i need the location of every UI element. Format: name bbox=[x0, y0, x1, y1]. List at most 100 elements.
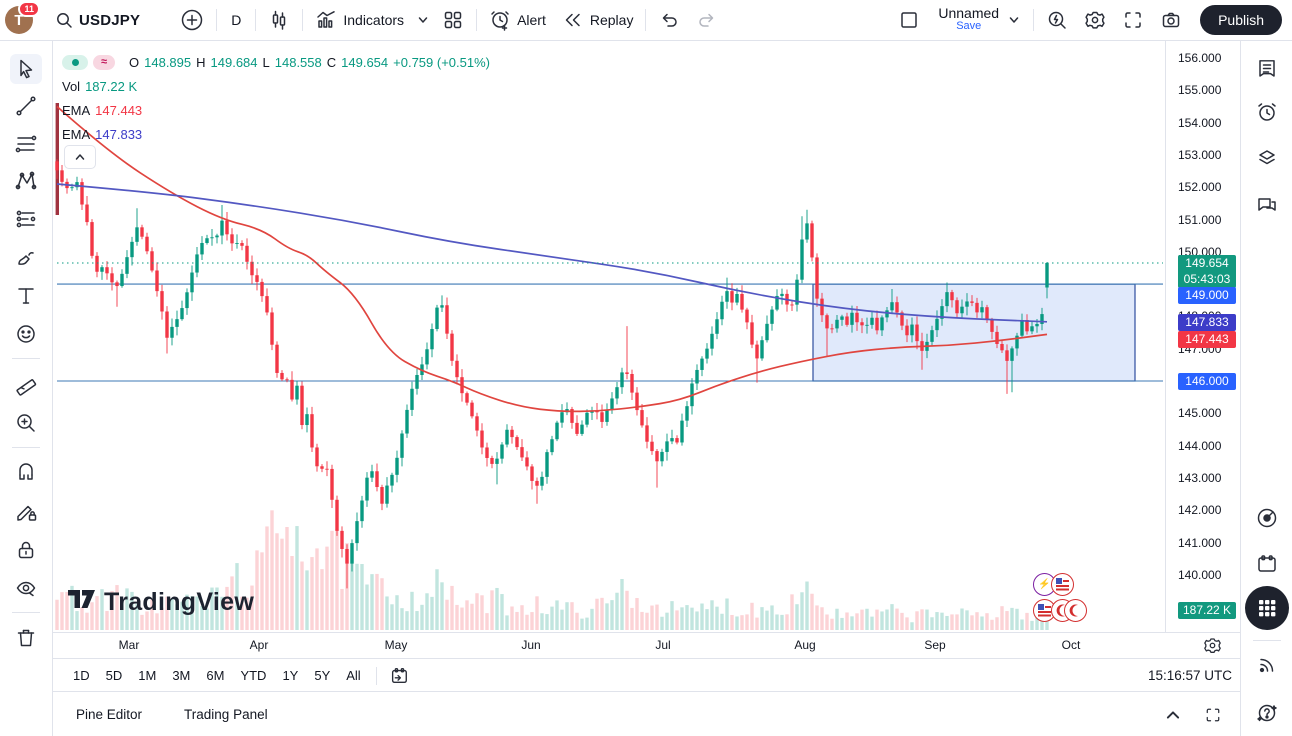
save-link[interactable]: Save bbox=[956, 20, 982, 32]
symbol-search-button[interactable]: USDJPY bbox=[47, 5, 148, 35]
go-to-date-icon bbox=[391, 667, 407, 683]
indicators-button[interactable]: Indicators bbox=[307, 5, 412, 35]
ideas-stream-button[interactable] bbox=[1255, 653, 1279, 677]
layout-templates-button[interactable] bbox=[434, 5, 472, 35]
range-button-1D[interactable]: 1D bbox=[73, 668, 90, 683]
undo-button[interactable] bbox=[650, 5, 688, 35]
drawing-mode-tool[interactable] bbox=[14, 500, 38, 524]
brush-tool[interactable] bbox=[14, 246, 38, 270]
range-button-All[interactable]: All bbox=[346, 668, 361, 683]
tab-trading-panel[interactable]: Trading Panel bbox=[184, 707, 268, 722]
time-axis-month: Sep bbox=[924, 638, 946, 652]
event-icon-economic[interactable]: ⚡ bbox=[1033, 573, 1056, 596]
forecast-position-icon bbox=[16, 210, 36, 228]
redo-icon bbox=[699, 13, 714, 27]
help-icon bbox=[1257, 704, 1277, 722]
date-range-toolbar: 1D 5D 1M 3M 6M YTD 1Y 5Y All 15:16:57 UTC bbox=[52, 658, 1240, 692]
text-tool[interactable] bbox=[14, 284, 38, 308]
clock-utc[interactable]: 15:16:57 UTC bbox=[1147, 668, 1232, 683]
apps-grid-icon bbox=[1259, 600, 1276, 617]
bottom-panel: Pine Editor Trading Panel bbox=[52, 691, 1240, 736]
top-toolbar: T 11 USDJPY D Indicators bbox=[0, 0, 1292, 41]
object-tree-button[interactable] bbox=[1255, 146, 1279, 170]
event-icon-jp[interactable] bbox=[1064, 599, 1087, 622]
calendar-button[interactable] bbox=[1255, 552, 1279, 576]
watchlist-button[interactable] bbox=[1255, 57, 1279, 81]
market-status-pill[interactable] bbox=[62, 54, 88, 70]
go-to-date-button[interactable] bbox=[385, 664, 413, 688]
quick-search-button[interactable] bbox=[1038, 5, 1076, 35]
event-icon-us-flag[interactable] bbox=[1051, 573, 1074, 596]
range-button-6M[interactable]: 6M bbox=[206, 668, 225, 683]
ema2-label[interactable]: EMA bbox=[62, 126, 91, 142]
indicator-templates-button[interactable] bbox=[412, 5, 434, 35]
remove-drawings-tool[interactable] bbox=[14, 626, 38, 650]
range-button-5Y[interactable]: 5Y bbox=[314, 668, 331, 683]
range-button-YTD[interactable]: YTD bbox=[240, 668, 267, 683]
hide-drawings-tool[interactable] bbox=[14, 576, 38, 600]
symbol-name: USDJPY bbox=[79, 11, 141, 29]
range-button-3M[interactable]: 3M bbox=[172, 668, 191, 683]
publish-button[interactable]: Publish bbox=[1200, 5, 1282, 35]
hotlists-button[interactable] bbox=[1255, 506, 1279, 530]
help-button[interactable] bbox=[1255, 701, 1279, 725]
panel-maximize-icon[interactable] bbox=[1204, 706, 1222, 724]
alert-button[interactable]: Alert bbox=[481, 5, 554, 35]
trend-line-icon bbox=[16, 96, 36, 116]
price-tick: 152.000 bbox=[1178, 180, 1222, 195]
chart-canvas[interactable]: ≈ O 148.895 H 149.684 L 148.558 C 149.654 +0… bbox=[52, 40, 1165, 632]
range-button-5D[interactable]: 5D bbox=[105, 668, 123, 683]
time-axis-settings-button[interactable] bbox=[1203, 636, 1222, 655]
fullscreen-icon bbox=[1125, 12, 1141, 28]
panel-collapse-icon[interactable] bbox=[1164, 706, 1182, 724]
ema1-value: 147.443 bbox=[95, 102, 143, 118]
measure-tool[interactable] bbox=[14, 372, 38, 396]
target-icon bbox=[1257, 508, 1277, 528]
ema1-label[interactable]: EMA bbox=[62, 102, 91, 118]
ruler-icon bbox=[16, 379, 37, 396]
replay-button[interactable]: Replay bbox=[554, 5, 642, 35]
tab-pine-editor[interactable]: Pine Editor bbox=[76, 707, 143, 722]
alerts-panel-button[interactable] bbox=[1255, 100, 1279, 124]
all-apps-button[interactable] bbox=[1245, 586, 1289, 630]
price-axis[interactable]: 156.000 155.000 154.000 153.000 152.000 151.0… bbox=[1165, 40, 1241, 632]
plus-circle-icon bbox=[181, 9, 203, 31]
save-layout-button[interactable]: Unnamed Save bbox=[928, 5, 1029, 35]
toolbar-divider bbox=[12, 612, 40, 613]
range-button-1M[interactable]: 1M bbox=[138, 668, 157, 683]
magnet-tool[interactable] bbox=[14, 461, 38, 485]
volume-value: 187.22 K bbox=[85, 78, 138, 94]
cursor-tool[interactable] bbox=[10, 54, 42, 84]
compare-add-symbol-button[interactable] bbox=[172, 5, 212, 35]
legend-collapse-button[interactable] bbox=[64, 145, 96, 169]
toolbar-divider bbox=[12, 358, 40, 359]
time-axis[interactable]: Mar Apr May Jun Jul Aug Sep Oct bbox=[52, 632, 1240, 659]
fullscreen-button[interactable] bbox=[1114, 5, 1152, 35]
gear-small-icon bbox=[1204, 638, 1221, 653]
chart-style-button[interactable] bbox=[260, 5, 298, 35]
snapshot-button[interactable] bbox=[1152, 5, 1190, 35]
trend-line-tool[interactable] bbox=[14, 94, 38, 118]
lock-drawings-tool[interactable] bbox=[14, 538, 38, 562]
price-tick: 145.000 bbox=[1178, 406, 1222, 421]
cursor-icon bbox=[20, 59, 33, 79]
layout-select-button[interactable] bbox=[890, 5, 928, 35]
time-axis-month: Aug bbox=[794, 638, 816, 652]
chat-button[interactable] bbox=[1255, 193, 1279, 217]
emoji-tool[interactable] bbox=[14, 322, 38, 346]
zoom-in-tool[interactable] bbox=[14, 411, 38, 435]
data-mode-pill[interactable]: ≈ bbox=[93, 54, 115, 70]
pattern-tool[interactable] bbox=[14, 169, 38, 193]
event-icon-us-flag[interactable] bbox=[1033, 599, 1056, 622]
price-tick: 153.000 bbox=[1178, 147, 1222, 162]
indicators-icon bbox=[317, 11, 336, 28]
range-button-1Y[interactable]: 1Y bbox=[282, 668, 299, 683]
redo-button[interactable] bbox=[688, 5, 726, 35]
interval-button[interactable]: D bbox=[231, 12, 242, 28]
price-tick: 155.000 bbox=[1178, 83, 1222, 98]
fib-lines-tool[interactable] bbox=[14, 132, 38, 156]
user-menu-button[interactable]: T 11 bbox=[5, 1, 40, 34]
position-tool[interactable] bbox=[14, 208, 38, 232]
settings-button[interactable] bbox=[1076, 5, 1114, 35]
